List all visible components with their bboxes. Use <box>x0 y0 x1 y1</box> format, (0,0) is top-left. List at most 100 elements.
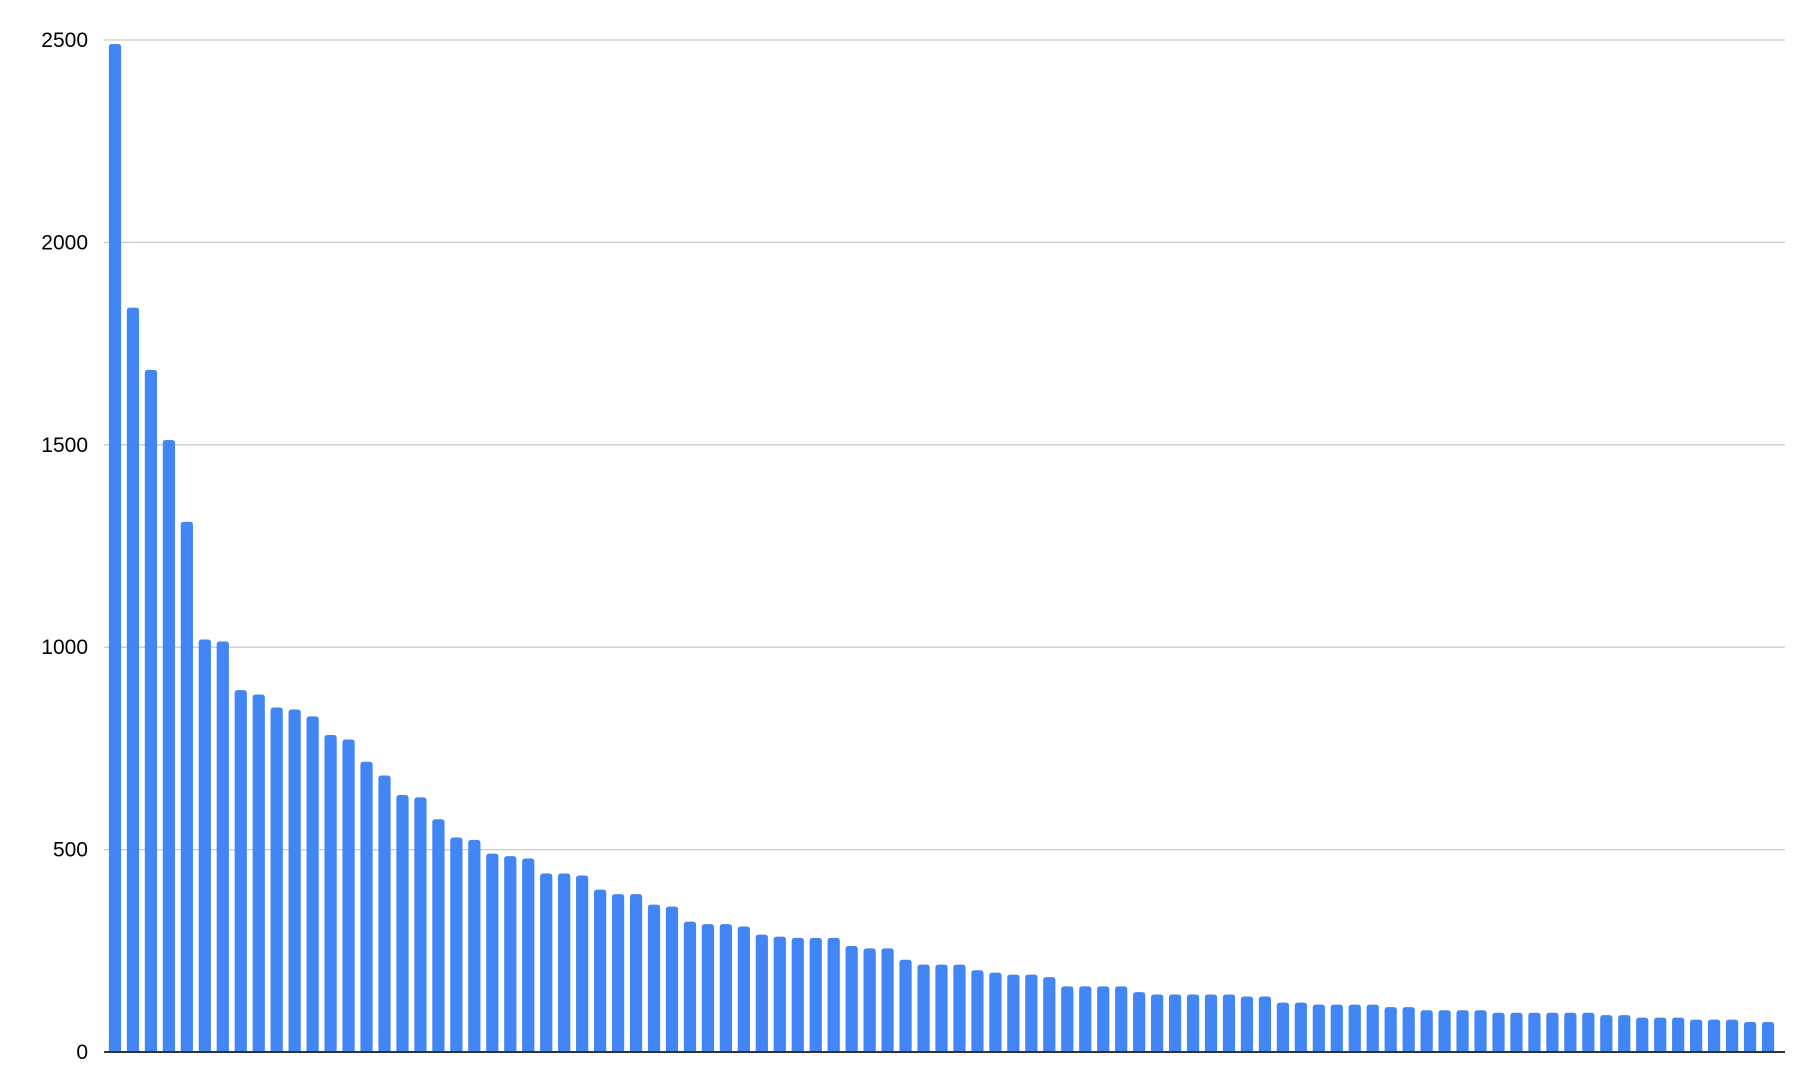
y-tick-label: 1500 <box>41 434 88 457</box>
bar <box>216 641 229 1052</box>
bar <box>1330 1004 1343 1052</box>
bar <box>342 739 355 1052</box>
y-axis-labels: 0 500 1000 1500 2000 2500 <box>41 29 88 1064</box>
y-tick-label: 0 <box>76 1041 88 1064</box>
bar <box>755 934 768 1052</box>
bar <box>1079 986 1092 1052</box>
bar <box>899 959 912 1052</box>
bar <box>1528 1012 1541 1052</box>
bar <box>971 970 984 1052</box>
bar <box>198 639 211 1052</box>
bar <box>647 904 661 1052</box>
bar <box>450 837 463 1052</box>
bar <box>1204 994 1218 1052</box>
bar <box>881 948 894 1052</box>
bar <box>1258 996 1272 1052</box>
bar <box>1097 986 1110 1052</box>
bar <box>1402 1007 1415 1052</box>
y-tick-label: 500 <box>53 839 88 862</box>
bar <box>108 44 122 1053</box>
bar <box>1151 994 1164 1052</box>
bar <box>1474 1010 1487 1052</box>
bar <box>576 875 589 1052</box>
bar <box>1366 1004 1379 1052</box>
y-tick-label: 2500 <box>41 29 88 52</box>
bar <box>1672 1017 1685 1052</box>
bar <box>594 889 607 1052</box>
bar <box>558 873 571 1052</box>
bar <box>1240 996 1254 1052</box>
bar <box>1708 1019 1721 1052</box>
bar <box>1133 992 1146 1052</box>
bar <box>288 709 301 1052</box>
bar <box>1061 986 1074 1052</box>
bar <box>1743 1022 1757 1052</box>
bar <box>1168 994 1182 1052</box>
bar <box>252 694 265 1052</box>
bar <box>1636 1017 1649 1052</box>
bar <box>665 906 679 1052</box>
bar <box>791 937 804 1052</box>
y-tick-label: 1000 <box>41 636 88 659</box>
bar <box>827 937 840 1052</box>
bar <box>324 735 337 1052</box>
bar <box>1420 1010 1433 1052</box>
bar <box>378 775 391 1052</box>
bar <box>540 873 553 1052</box>
bar <box>396 794 409 1052</box>
bar <box>144 369 158 1052</box>
bar <box>1564 1012 1577 1052</box>
bar <box>1222 994 1236 1052</box>
y-tick-label: 2000 <box>41 231 88 254</box>
bar <box>126 307 140 1052</box>
bar <box>1186 994 1200 1052</box>
bar <box>1025 974 1038 1052</box>
bar <box>1618 1015 1631 1052</box>
bar <box>1312 1004 1325 1052</box>
bar <box>1115 986 1128 1052</box>
bar <box>1276 1002 1289 1052</box>
bar <box>629 894 643 1052</box>
bar <box>773 936 786 1052</box>
bar <box>1600 1015 1613 1052</box>
bar <box>701 924 715 1052</box>
bar <box>935 964 948 1052</box>
bar <box>845 945 858 1052</box>
bar <box>432 819 445 1052</box>
bar <box>1510 1012 1523 1052</box>
bars <box>108 44 1775 1053</box>
bar <box>360 761 373 1052</box>
bar <box>1348 1004 1361 1052</box>
bar <box>1043 977 1056 1052</box>
bar <box>234 690 247 1052</box>
bar <box>863 948 876 1052</box>
bar <box>1384 1007 1397 1052</box>
bar <box>1582 1012 1595 1052</box>
bar <box>953 964 966 1052</box>
bar <box>1492 1012 1505 1052</box>
bar <box>1456 1010 1469 1052</box>
bar <box>989 972 1002 1052</box>
bar <box>486 853 499 1052</box>
bar <box>1294 1002 1307 1052</box>
bar <box>1546 1012 1559 1052</box>
gridlines <box>104 39 1785 851</box>
bar <box>719 924 732 1052</box>
bar <box>306 716 319 1052</box>
bar <box>162 439 175 1053</box>
bar <box>737 926 750 1052</box>
bar <box>611 894 625 1052</box>
bar <box>468 839 481 1052</box>
bar <box>504 856 517 1052</box>
bar <box>683 921 697 1052</box>
bar <box>917 964 930 1052</box>
bar <box>1438 1010 1451 1052</box>
bar <box>180 521 193 1052</box>
bar <box>1690 1019 1703 1052</box>
bar <box>1725 1019 1739 1052</box>
bar <box>270 707 283 1052</box>
bar <box>1654 1017 1667 1052</box>
bar <box>1007 974 1020 1052</box>
bar <box>809 937 822 1052</box>
